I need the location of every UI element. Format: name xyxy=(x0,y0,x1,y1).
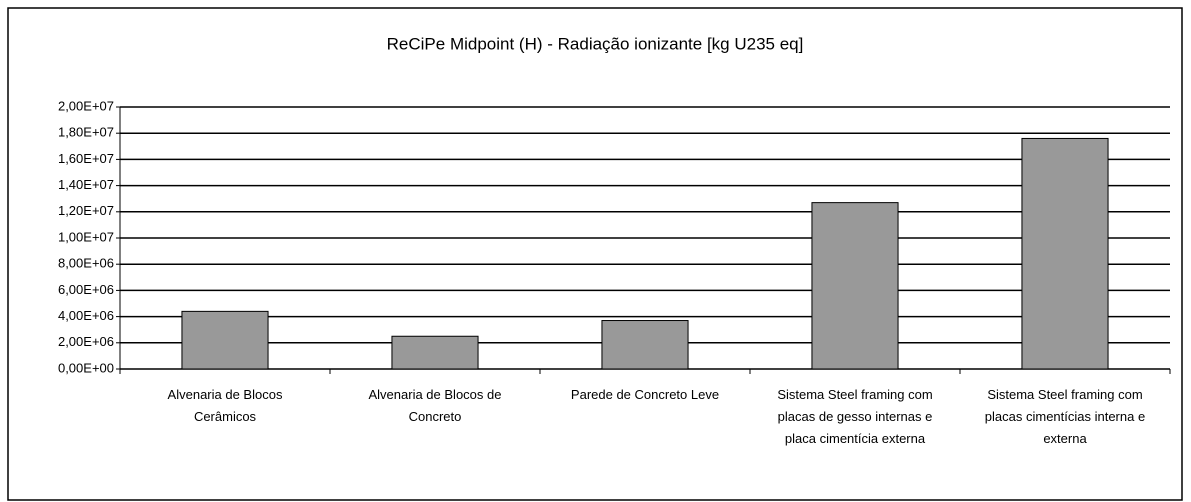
bar xyxy=(601,320,689,370)
x-tick-label: Alvenaria de Blocos Cerâmicos xyxy=(167,387,283,424)
chart-title: ReCiPe Midpoint (H) - Radiação ionizante… xyxy=(387,34,804,53)
x-tick-label: Alvenaria de Blocos de Concreto xyxy=(368,387,502,424)
y-tick-label: 2,00E+06 xyxy=(58,334,114,349)
y-tick-label: 2,00E+07 xyxy=(58,98,114,113)
y-tick-label: 1,80E+07 xyxy=(58,125,114,140)
x-tick-label: Sistema Steel framing com placas cimentí… xyxy=(984,387,1146,446)
y-tick-label: 6,00E+06 xyxy=(58,282,114,297)
bar xyxy=(1021,137,1109,370)
bar xyxy=(181,310,269,370)
y-tick-label: 4,00E+06 xyxy=(58,308,114,323)
x-tick-label: Sistema Steel framing com placas de gess… xyxy=(777,387,933,446)
x-tick-label: Parede de Concreto Leve xyxy=(570,387,720,402)
chart-frame xyxy=(7,7,1183,501)
y-tick-label: 1,20E+07 xyxy=(58,203,114,218)
y-tick-label: 8,00E+06 xyxy=(58,256,114,271)
y-tick-label: 1,40E+07 xyxy=(58,177,114,192)
bar xyxy=(391,335,479,370)
y-tick-label: 1,00E+07 xyxy=(58,229,114,244)
y-tick-label: 1,60E+07 xyxy=(58,151,114,166)
y-tick-label: 0,00E+00 xyxy=(58,360,114,375)
bar xyxy=(811,202,899,370)
